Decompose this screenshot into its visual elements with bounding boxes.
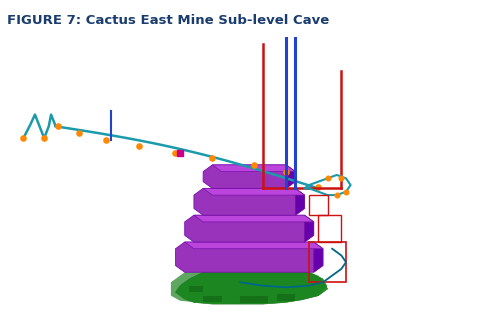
Point <box>337 176 345 181</box>
Polygon shape <box>203 165 295 188</box>
Polygon shape <box>304 215 314 242</box>
Point <box>333 193 341 197</box>
Point <box>103 137 110 142</box>
Point <box>176 151 184 156</box>
Polygon shape <box>171 262 327 304</box>
Polygon shape <box>295 188 304 215</box>
Point <box>172 151 180 156</box>
Polygon shape <box>194 215 314 222</box>
Bar <box>309 195 327 215</box>
Point <box>208 156 216 161</box>
Polygon shape <box>203 188 304 195</box>
Polygon shape <box>203 296 222 302</box>
Point <box>324 176 331 181</box>
Text: FIGURE 7: Cactus East Mine Sub-level Cave: FIGURE 7: Cactus East Mine Sub-level Cav… <box>7 14 329 27</box>
Polygon shape <box>189 286 203 292</box>
Point <box>54 124 62 129</box>
Point <box>250 162 258 167</box>
Polygon shape <box>185 215 314 242</box>
Polygon shape <box>176 242 323 272</box>
Bar <box>309 242 346 282</box>
Point <box>40 135 48 140</box>
Point <box>282 169 290 174</box>
Polygon shape <box>194 188 304 215</box>
Point <box>75 130 83 135</box>
Polygon shape <box>314 242 323 272</box>
Polygon shape <box>176 266 327 304</box>
Bar <box>318 215 341 242</box>
Polygon shape <box>240 296 268 303</box>
Point <box>20 135 27 140</box>
Point <box>314 184 322 189</box>
Point <box>135 144 143 149</box>
Polygon shape <box>212 165 295 172</box>
Point <box>342 189 350 194</box>
Polygon shape <box>277 294 295 301</box>
Polygon shape <box>286 165 295 188</box>
Polygon shape <box>185 242 323 249</box>
